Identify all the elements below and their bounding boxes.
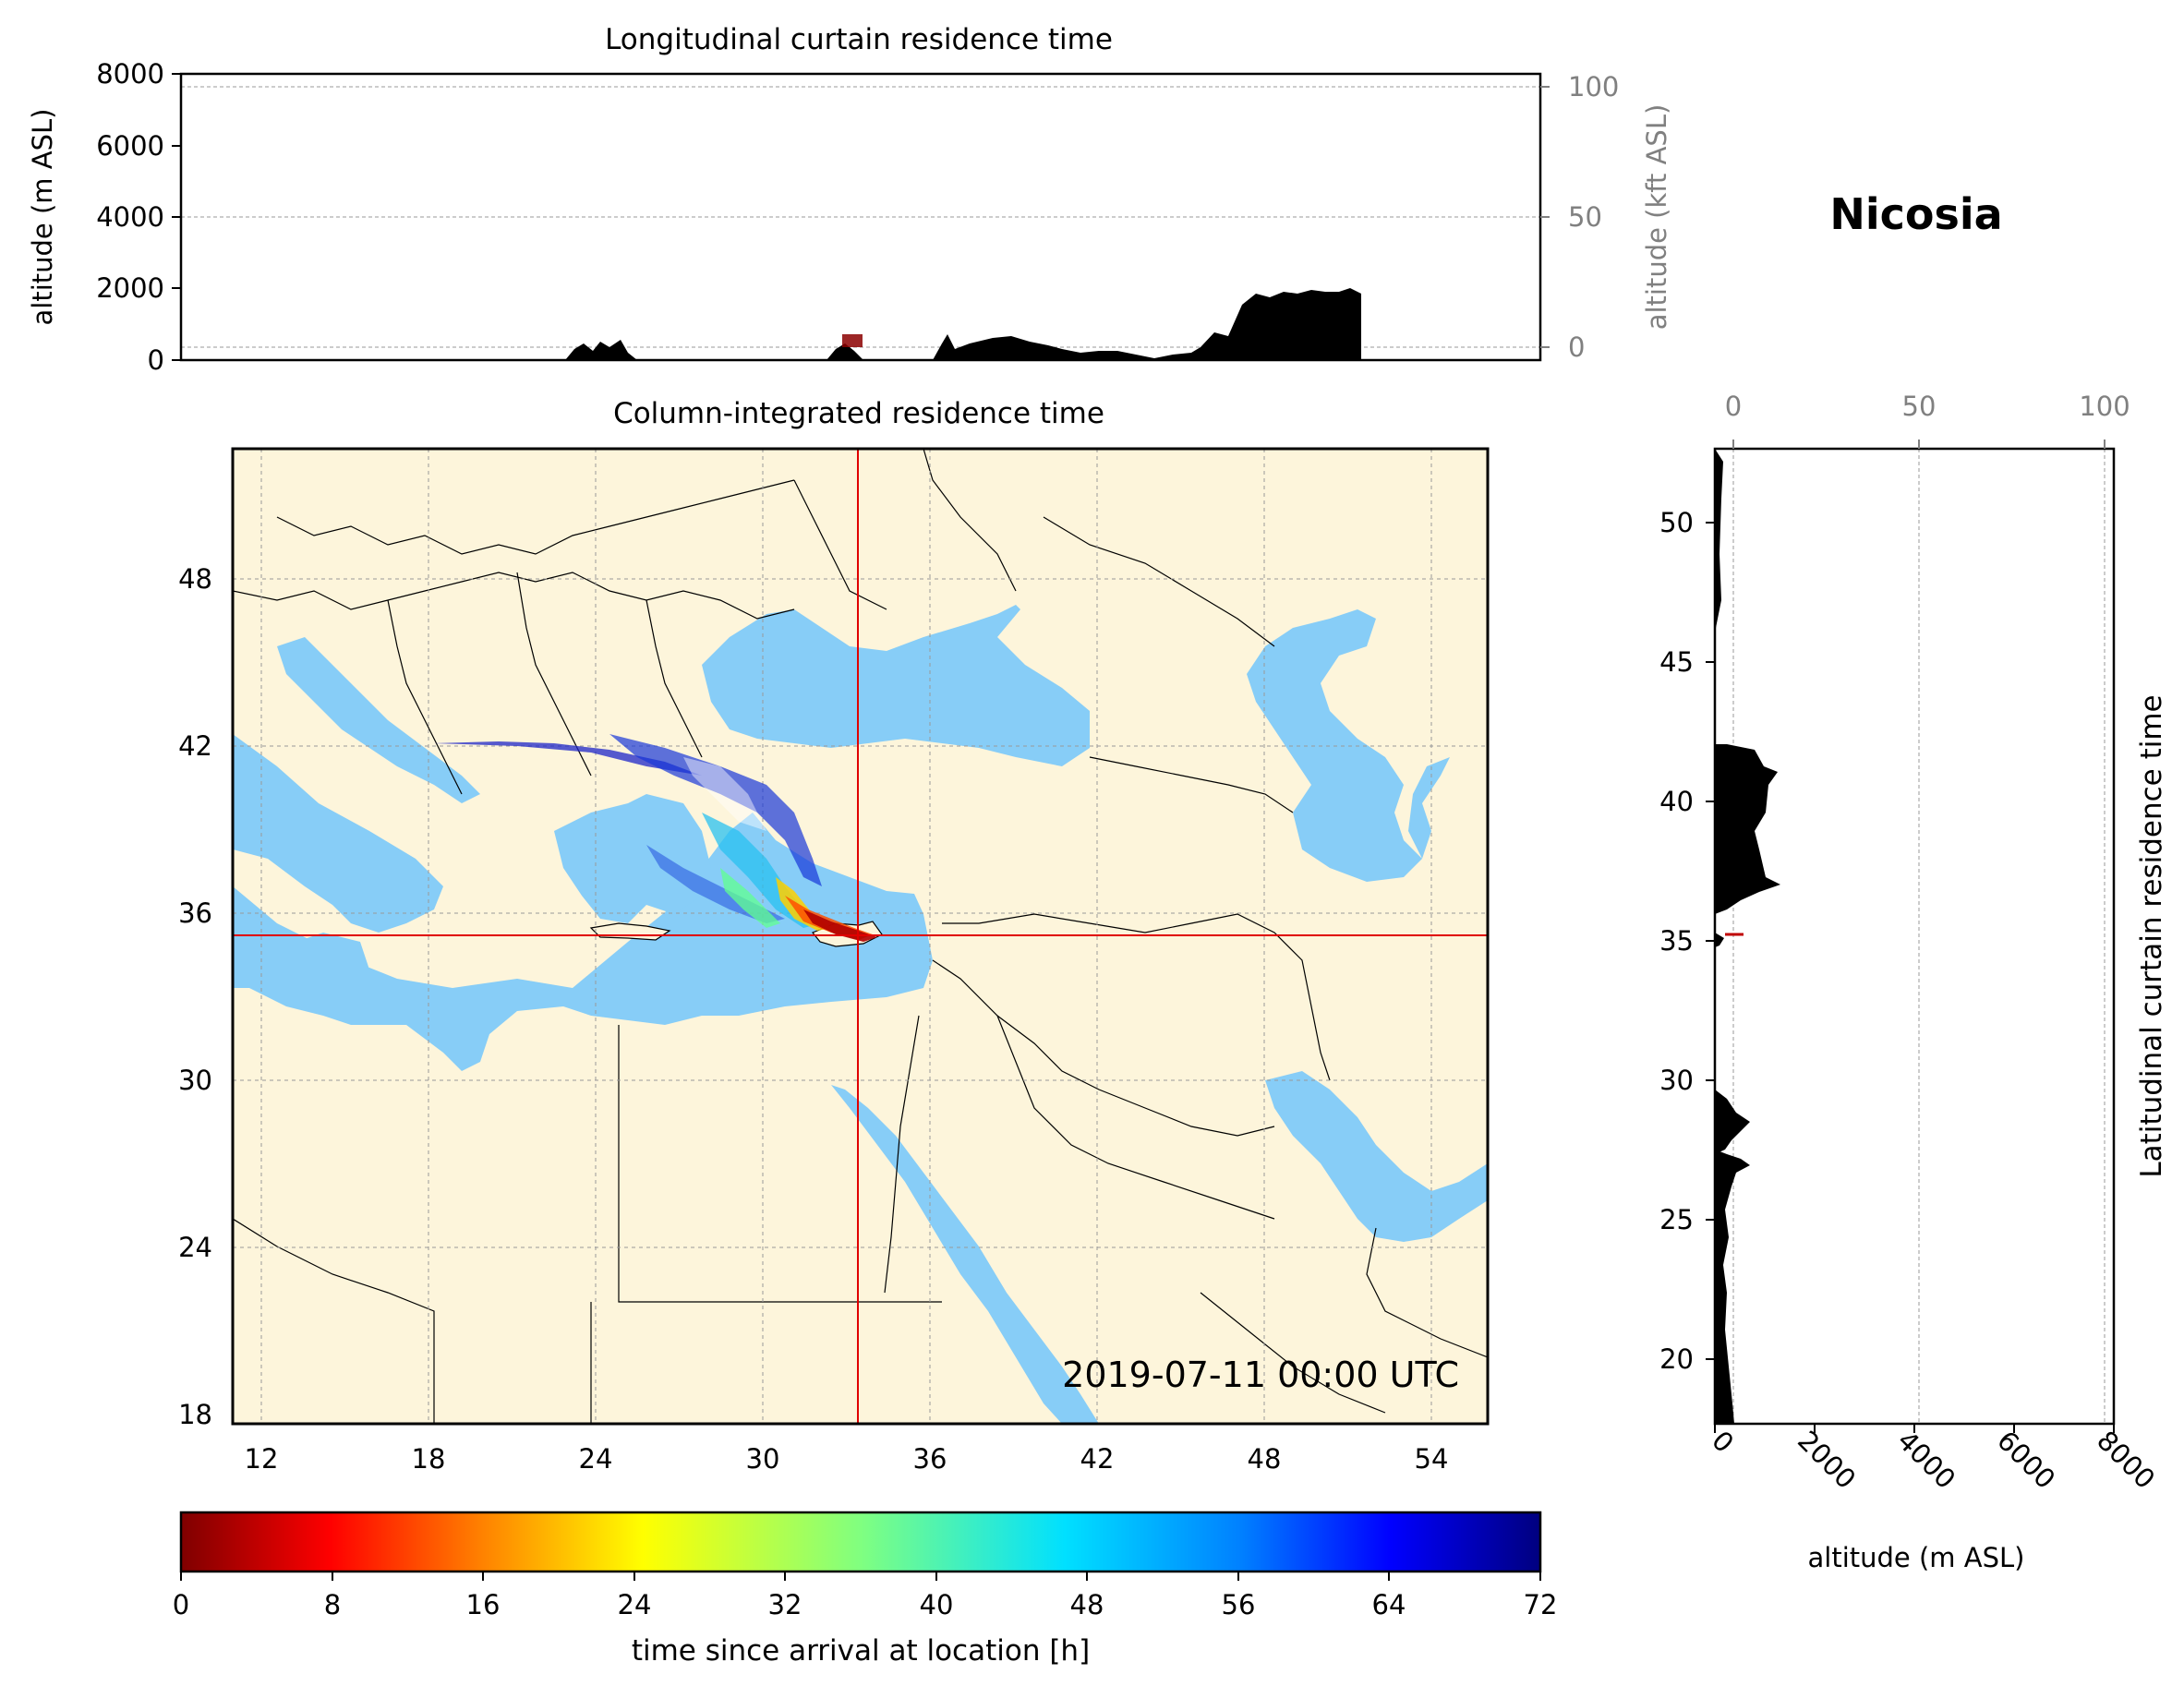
map-panel: Column-integrated residence time <box>178 397 1490 1475</box>
right-bottom-xticks: 0 2000 4000 6000 8000 <box>1706 1424 2161 1495</box>
map-ytick-30: 30 <box>178 1065 212 1096</box>
top-ytick-6000: 6000 <box>96 130 164 162</box>
map-ytick-48: 48 <box>178 563 212 595</box>
right-ytick-25: 25 <box>1659 1204 1694 1235</box>
map-ytick-24: 24 <box>178 1232 212 1263</box>
map-xtick-30: 30 <box>746 1443 780 1475</box>
map-axes <box>231 447 1490 1426</box>
cb-tick-0: 0 <box>173 1589 189 1620</box>
map-title: Column-integrated residence time <box>613 397 1104 430</box>
map-xtick-36: 36 <box>913 1443 947 1475</box>
map-xtick-12: 12 <box>245 1443 279 1475</box>
longitudinal-curtain-panel: Longitudinal curtain residence time 0 20… <box>27 23 1672 376</box>
cb-tick-40: 40 <box>920 1589 954 1620</box>
red-sea <box>831 1085 1099 1424</box>
top-panel-title: Longitudinal curtain residence time <box>605 23 1113 56</box>
right-top-xtick-50: 50 <box>1902 391 1937 422</box>
colorbar: 0 8 16 24 32 40 48 56 64 72 time since a… <box>173 1511 1558 1668</box>
map-xtick-42: 42 <box>1080 1443 1115 1475</box>
receptor-marker <box>842 334 863 347</box>
mediterranean-sea <box>233 734 933 1071</box>
right-yticks: 20 25 30 35 40 45 50 <box>1659 507 1715 1375</box>
right-ylabel: Latitudinal curtain residence time <box>2135 694 2168 1177</box>
latitudinal-curtain-panel: 20 25 30 35 40 45 50 0 50 100 0 2000 40 0 <box>1659 391 2168 1573</box>
map-xtick-54: 54 <box>1415 1443 1449 1475</box>
latitudinal-terrain-profile <box>1715 449 1780 1424</box>
top-ytick-2000: 2000 <box>96 272 164 304</box>
black-sea <box>702 605 1090 766</box>
persian-gulf <box>1265 1071 1488 1242</box>
right-top-xtick-100: 100 <box>2079 391 2130 422</box>
top-rtick-100: 100 <box>1568 71 1619 102</box>
right-xlabel: altitude (m ASL) <box>1808 1542 2025 1573</box>
map-xticks: 12 18 24 30 36 42 48 54 <box>245 1443 1449 1475</box>
longitudinal-terrain-profile <box>565 288 1361 360</box>
adriatic-sea <box>277 637 480 803</box>
top-ytick-8000: 8000 <box>96 58 164 90</box>
right-ytick-20: 20 <box>1659 1343 1694 1375</box>
map-xtick-18: 18 <box>412 1443 446 1475</box>
top-rtick-0: 0 <box>1568 331 1585 363</box>
cb-tick-56: 56 <box>1222 1589 1256 1620</box>
top-ytick-4000: 4000 <box>96 201 164 233</box>
residence-time-plume <box>434 734 877 942</box>
top-left-yticks: 0 2000 4000 6000 8000 <box>96 58 181 376</box>
cb-tick-72: 72 <box>1524 1589 1558 1620</box>
right-ytick-40: 40 <box>1659 786 1694 817</box>
map-ytick-36: 36 <box>178 897 212 929</box>
country-borders <box>233 449 1488 1424</box>
top-ytick-0: 0 <box>148 344 164 376</box>
map-yticks: 18 24 30 36 42 48 <box>178 563 212 1430</box>
aegean-sea <box>554 794 711 923</box>
right-xtick-6000: 6000 <box>1991 1425 2061 1495</box>
cb-tick-16: 16 <box>466 1589 501 1620</box>
cb-tick-24: 24 <box>618 1589 652 1620</box>
top-ylabel-left: altitude (m ASL) <box>27 109 58 326</box>
right-xtick-2000: 2000 <box>1792 1425 1862 1495</box>
colorbar-label: time since arrival at location [h] <box>632 1634 1090 1668</box>
right-ytick-30: 30 <box>1659 1065 1694 1096</box>
map-xtick-48: 48 <box>1248 1443 1282 1475</box>
location-title: Nicosia <box>1829 189 2002 239</box>
right-ytick-50: 50 <box>1659 507 1694 538</box>
cb-tick-64: 64 <box>1372 1589 1406 1620</box>
right-xtick-8000: 8000 <box>2091 1425 2161 1495</box>
cb-tick-8: 8 <box>324 1589 341 1620</box>
map-ytick-42: 42 <box>178 730 212 762</box>
cb-tick-32: 32 <box>768 1589 802 1620</box>
colorbar-gradient <box>179 1511 1542 1573</box>
colorbar-ticks: 0 8 16 24 32 40 48 56 64 72 <box>173 1572 1558 1620</box>
map-xtick-24: 24 <box>579 1443 613 1475</box>
top-right-yticks: 0 50 100 <box>1540 71 1619 363</box>
right-top-xtick-0: 0 <box>1725 391 1742 422</box>
right-ytick-45: 45 <box>1659 646 1694 678</box>
top-ylabel-right: altitude (kft ASL) <box>1641 104 1672 331</box>
right-xtick-4000: 4000 <box>1891 1425 1961 1495</box>
cb-tick-48: 48 <box>1070 1589 1104 1620</box>
right-panel-axes <box>1713 447 2116 1426</box>
top-rtick-50: 50 <box>1568 201 1602 233</box>
right-xtick-0: 0 <box>1706 1425 1740 1459</box>
right-ytick-35: 35 <box>1659 925 1694 957</box>
timestamp-label: 2019-07-11 00:00 UTC <box>1062 1355 1459 1395</box>
right-top-xticks: 0 50 100 <box>1725 391 2130 449</box>
map-ytick-18: 18 <box>178 1399 212 1430</box>
